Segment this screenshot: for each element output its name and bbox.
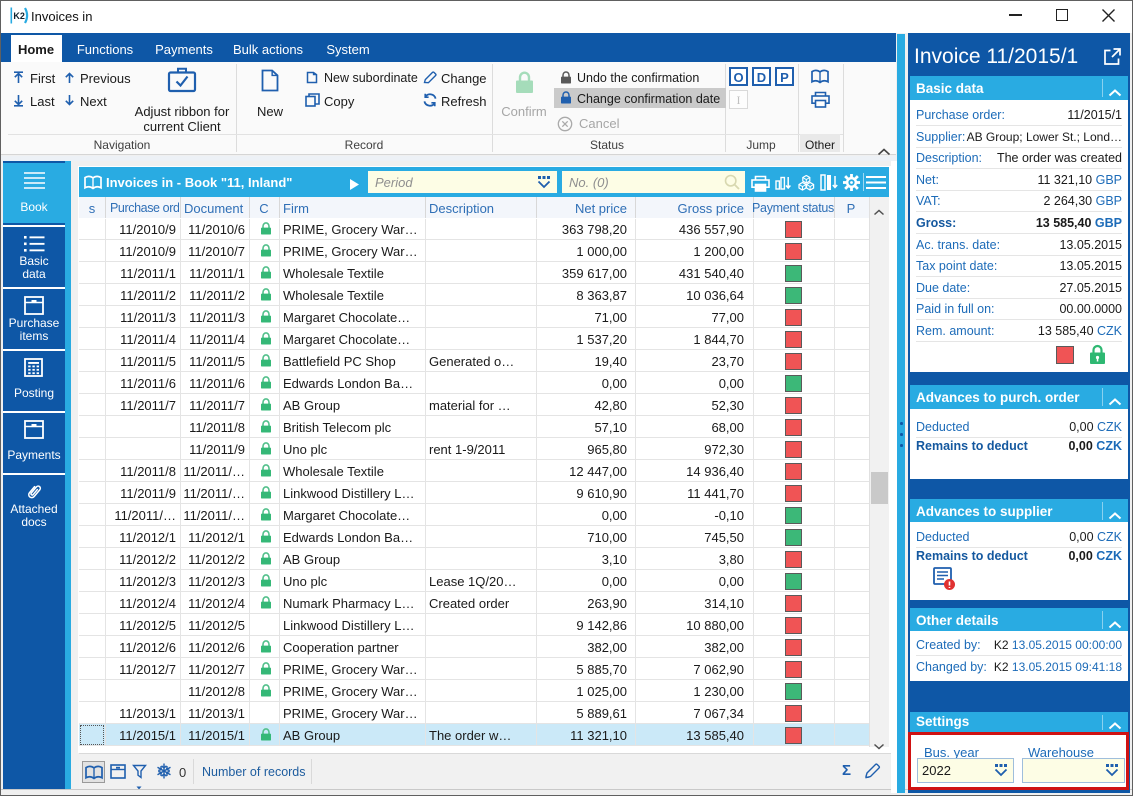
svg-text:K2: K2 bbox=[13, 11, 25, 21]
